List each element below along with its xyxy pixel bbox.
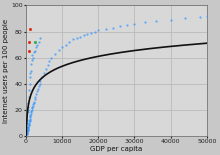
Point xyxy=(25,133,28,135)
Point xyxy=(75,37,78,39)
Point xyxy=(26,111,29,113)
Point xyxy=(39,37,42,39)
Point xyxy=(37,41,40,43)
Point xyxy=(198,16,201,18)
Point xyxy=(35,43,38,46)
Point xyxy=(28,121,31,124)
Point xyxy=(31,103,35,106)
Point xyxy=(144,21,147,24)
Point xyxy=(32,101,36,103)
Point xyxy=(28,120,31,122)
Point xyxy=(68,41,71,43)
Point xyxy=(26,127,30,129)
Point xyxy=(27,125,30,128)
Point xyxy=(26,108,30,111)
Point xyxy=(30,110,33,112)
Point xyxy=(53,52,57,55)
Point xyxy=(35,90,38,93)
X-axis label: GDP per capita: GDP per capita xyxy=(90,146,143,152)
Point xyxy=(29,111,33,113)
Point xyxy=(27,106,30,108)
Point xyxy=(27,123,31,125)
Point xyxy=(26,129,29,132)
Point xyxy=(34,46,38,48)
Point xyxy=(29,115,32,117)
Point xyxy=(25,131,29,134)
Point xyxy=(26,131,29,133)
Point xyxy=(40,76,44,78)
Point xyxy=(27,123,31,126)
Point xyxy=(28,76,32,78)
Point xyxy=(71,38,75,41)
Point xyxy=(25,133,28,136)
Point xyxy=(133,22,136,25)
Point xyxy=(33,98,36,100)
Point xyxy=(29,69,32,72)
Point xyxy=(33,41,37,43)
Point xyxy=(33,50,37,52)
Point xyxy=(31,104,35,107)
Point xyxy=(28,117,32,120)
Point xyxy=(26,128,30,130)
Point xyxy=(27,50,31,52)
Point xyxy=(26,119,29,121)
Point xyxy=(79,35,82,38)
Point xyxy=(57,49,60,51)
Point xyxy=(26,121,29,124)
Point xyxy=(89,32,93,34)
Point xyxy=(32,51,36,54)
Point xyxy=(37,85,40,87)
Point xyxy=(26,130,29,132)
Point xyxy=(36,88,39,90)
Point xyxy=(42,72,46,74)
Point xyxy=(104,28,107,30)
Point xyxy=(30,107,34,110)
Point xyxy=(32,102,35,104)
Point xyxy=(46,64,50,67)
Point xyxy=(27,126,30,128)
Point xyxy=(28,119,31,121)
Point xyxy=(34,93,38,95)
Point xyxy=(183,17,187,20)
Point xyxy=(27,124,30,126)
Point xyxy=(93,30,96,33)
Point xyxy=(48,60,51,63)
Point xyxy=(29,112,32,115)
Point xyxy=(97,29,100,31)
Point xyxy=(28,82,31,85)
Point xyxy=(60,46,64,48)
Point xyxy=(28,89,31,91)
Point xyxy=(30,108,33,111)
Point xyxy=(125,24,129,26)
Point xyxy=(64,43,68,46)
Point xyxy=(27,95,31,98)
Point xyxy=(26,128,29,131)
Point xyxy=(44,68,48,71)
Point xyxy=(31,59,34,61)
Point xyxy=(29,72,32,74)
Point xyxy=(30,54,33,56)
Point xyxy=(28,120,31,123)
Point xyxy=(34,95,37,98)
Point xyxy=(118,25,122,28)
Point xyxy=(28,116,32,119)
Point xyxy=(169,19,172,21)
Point xyxy=(86,33,89,35)
Point xyxy=(31,56,35,59)
Point xyxy=(28,28,32,30)
Point xyxy=(39,80,42,82)
Point xyxy=(29,114,32,116)
Point xyxy=(111,26,115,29)
Point xyxy=(28,41,31,43)
Point xyxy=(50,56,53,59)
Point xyxy=(27,102,30,104)
Y-axis label: Internet users per 100 people: Internet users per 100 people xyxy=(4,18,9,123)
Point xyxy=(205,15,209,17)
Point xyxy=(82,34,86,37)
Point xyxy=(38,82,41,85)
Point xyxy=(31,106,34,108)
Point xyxy=(154,20,158,22)
Point xyxy=(25,132,29,134)
Point xyxy=(30,63,33,65)
